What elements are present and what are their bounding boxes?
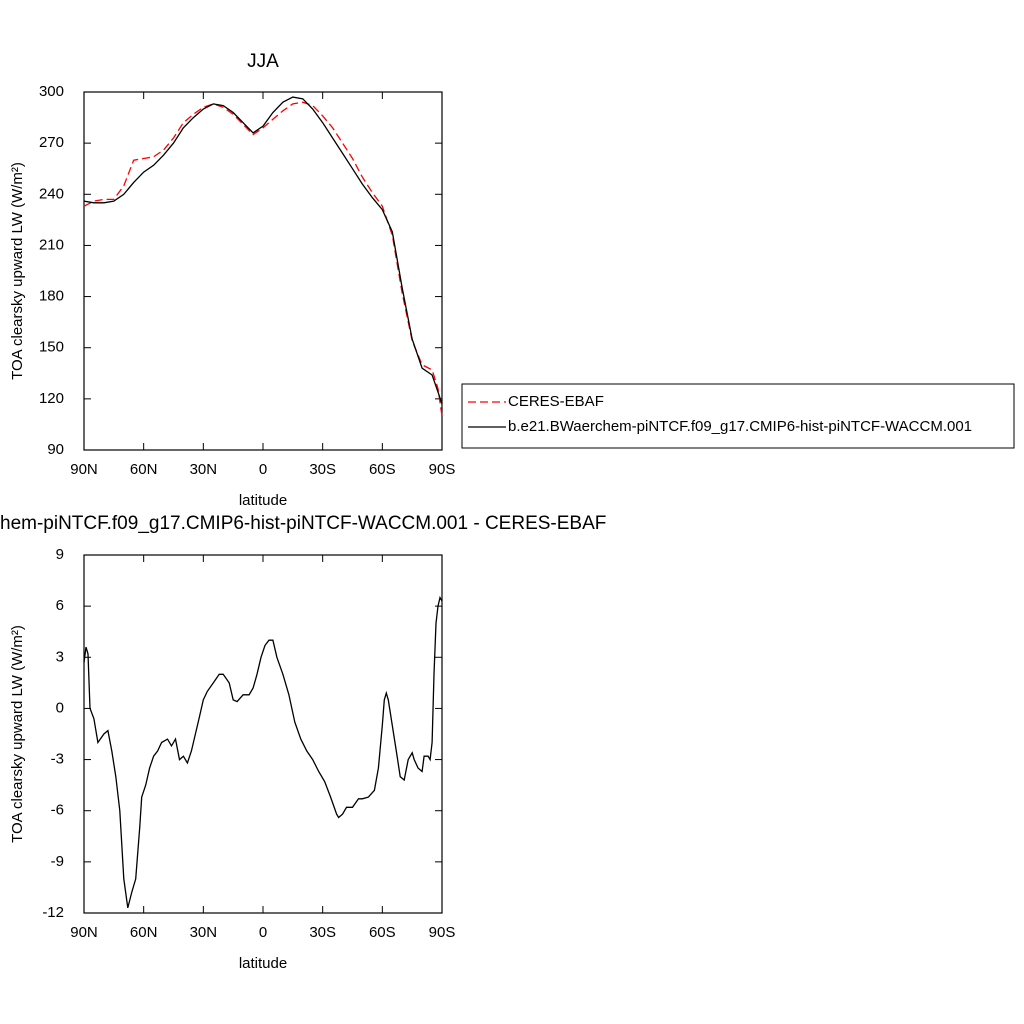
plot-frame — [83, 91, 443, 451]
data-line — [83, 595, 443, 909]
legend-label: b.e21.BWaerchem-piNTCF.f09_g17.CMIP6-his… — [508, 418, 972, 435]
y-tick-label: 0 — [56, 699, 64, 716]
x-tick-label: 60S — [369, 461, 396, 478]
chart-title: JJA — [247, 51, 279, 72]
y-tick-label: 300 — [39, 83, 64, 100]
y-tick-label: -12 — [42, 904, 64, 921]
x-tick-label: 30N — [190, 461, 218, 478]
x-tick-label: 90N — [70, 461, 98, 478]
y-tick-label: 180 — [39, 288, 64, 305]
y-axis-label: TOA clearsky upward LW (W/m²) — [9, 162, 26, 380]
x-tick-label: 60S — [369, 924, 396, 941]
y-tick-label: 90 — [47, 441, 64, 458]
x-tick-label: 60N — [130, 461, 158, 478]
y-tick-label: -3 — [51, 751, 64, 768]
x-axis-label: latitude — [239, 955, 287, 972]
data-line — [83, 101, 443, 416]
y-tick-label: 9 — [56, 546, 64, 563]
y-tick-label: 150 — [39, 339, 64, 356]
x-tick-label: 0 — [259, 461, 267, 478]
legend-label: CERES-EBAF — [508, 393, 604, 410]
y-axis-label: TOA clearsky upward LW (W/m²) — [9, 625, 26, 843]
y-tick-label: 6 — [56, 597, 64, 614]
x-tick-label: 90N — [70, 924, 98, 941]
y-tick-label: 3 — [56, 648, 64, 665]
chart-title: hem-piNTCF.f09_g17.CMIP6-hist-piNTCF-WAC… — [0, 513, 606, 534]
legend-box — [461, 383, 1015, 449]
y-tick-label: 240 — [39, 185, 64, 202]
x-tick-label: 30S — [309, 924, 336, 941]
x-tick-label: 60N — [130, 924, 158, 941]
x-axis-label: latitude — [239, 492, 287, 509]
y-tick-label: 210 — [39, 236, 64, 253]
x-tick-label: 30S — [309, 461, 336, 478]
y-tick-label: -6 — [51, 802, 64, 819]
x-tick-label: 90S — [429, 461, 456, 478]
x-tick-label: 90S — [429, 924, 456, 941]
y-tick-label: 270 — [39, 134, 64, 151]
x-tick-label: 0 — [259, 924, 267, 941]
data-line — [83, 96, 443, 405]
y-tick-label: -9 — [51, 853, 64, 870]
y-tick-label: 120 — [39, 390, 64, 407]
x-tick-label: 30N — [190, 924, 218, 941]
